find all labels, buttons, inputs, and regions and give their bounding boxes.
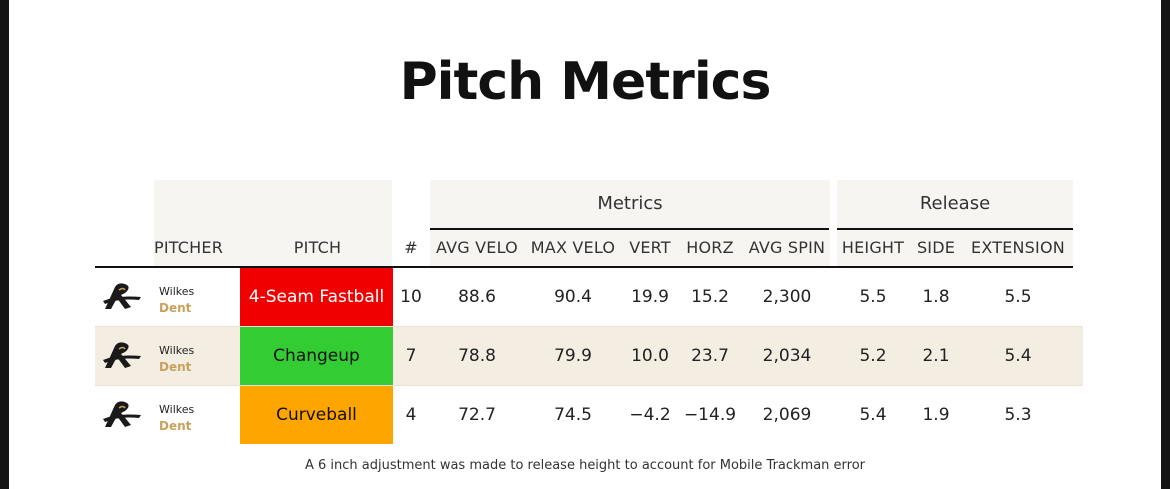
column-header-side: SIDE xyxy=(916,238,956,257)
pitch-type-label: Curveball xyxy=(276,405,357,425)
column-header-pitcher: PITCHER xyxy=(154,238,224,257)
row-divider xyxy=(95,326,1083,327)
extension-value: 5.4 xyxy=(1004,346,1032,366)
column-header-height: HEIGHT xyxy=(841,238,905,257)
max-velo-value: 79.9 xyxy=(554,346,592,366)
height-value: 5.4 xyxy=(859,405,887,425)
column-header-vert: VERT xyxy=(629,238,671,257)
table-row: Wilkes Dent Curveball 4 72.7 74.5 −4.2 −… xyxy=(95,386,1083,444)
vert-value: 19.9 xyxy=(631,287,669,307)
pitcher-last-name: Wilkes xyxy=(159,285,195,298)
extension-value: 5.5 xyxy=(1004,287,1032,307)
side-value: 2.1 xyxy=(922,346,950,366)
avg-spin-value: 2,034 xyxy=(762,346,812,366)
left-frame-edge xyxy=(0,0,9,489)
pitcher-first-name: Dent xyxy=(159,360,192,374)
release-group-rule xyxy=(837,228,1073,230)
max-velo-value: 90.4 xyxy=(554,287,592,307)
height-value: 5.2 xyxy=(859,346,887,366)
pitch-metrics-card: Pitch Metrics Metrics Release PITCHER PI… xyxy=(9,0,1161,489)
pitcher-last-name: Wilkes xyxy=(159,344,195,357)
column-header-avg-spin: AVG SPIN xyxy=(748,238,826,257)
pitcher-name: Wilkes Dent xyxy=(159,284,194,316)
pitch-type-curveball: Curveball xyxy=(240,386,393,444)
metrics-group-rule xyxy=(430,228,829,230)
pitch-type-changeup: Changeup xyxy=(240,327,393,385)
horz-value: 23.7 xyxy=(691,346,729,366)
column-header-pitch: PITCH xyxy=(293,238,342,257)
table-row: Wilkes Dent 4-Seam Fastball 10 88.6 90.4… xyxy=(95,268,1083,326)
max-velo-value: 74.5 xyxy=(554,405,592,425)
group-label-metrics: Metrics xyxy=(597,193,663,214)
height-value: 5.5 xyxy=(859,287,887,307)
pitch-type-label: Changeup xyxy=(273,346,360,366)
header-bottom-rule xyxy=(95,266,1073,268)
team-logo-icon xyxy=(103,283,141,309)
extension-value: 5.3 xyxy=(1004,405,1032,425)
page-title: Pitch Metrics xyxy=(399,52,772,112)
pitcher-first-name: Dent xyxy=(159,419,192,433)
count-value: 7 xyxy=(405,346,417,366)
vert-value: −4.2 xyxy=(629,405,671,425)
avg-velo-value: 78.8 xyxy=(458,346,496,366)
avg-velo-value: 72.7 xyxy=(458,405,496,425)
column-header-extension: EXTENSION xyxy=(971,238,1065,257)
column-header-count: # xyxy=(404,238,418,257)
side-value: 1.8 xyxy=(922,287,950,307)
avg-velo-value: 88.6 xyxy=(458,287,496,307)
column-header-avg-velo: AVG VELO xyxy=(436,238,518,257)
column-header-horz: HORZ xyxy=(686,238,734,257)
header-shade-metrics xyxy=(430,180,830,266)
pitcher-first-name: Dent xyxy=(159,301,192,315)
vert-value: 10.0 xyxy=(631,346,669,366)
team-logo-icon xyxy=(103,342,141,368)
horz-value: −14.9 xyxy=(683,405,737,425)
right-frame-edge xyxy=(1161,0,1170,489)
pitcher-name: Wilkes Dent xyxy=(159,402,194,434)
pitch-type-fastball: 4-Seam Fastball xyxy=(240,268,393,326)
column-header-max-velo: MAX VELO xyxy=(530,238,616,257)
pitcher-name: Wilkes Dent xyxy=(159,343,194,375)
header-shade-left xyxy=(154,180,392,266)
group-label-release: Release xyxy=(919,193,991,214)
header-shade-release xyxy=(837,180,1073,266)
horz-value: 15.2 xyxy=(691,287,729,307)
footnote: A 6 inch adjustment was made to release … xyxy=(304,458,866,473)
avg-spin-value: 2,069 xyxy=(762,405,812,425)
team-logo-icon xyxy=(103,401,141,427)
count-value: 10 xyxy=(400,287,422,307)
table-row: Wilkes Dent Changeup 7 78.8 79.9 10.0 23… xyxy=(95,327,1083,385)
pitch-type-label: 4-Seam Fastball xyxy=(248,287,385,307)
pitcher-last-name: Wilkes xyxy=(159,403,195,416)
avg-spin-value: 2,300 xyxy=(762,287,812,307)
side-value: 1.9 xyxy=(922,405,950,425)
count-value: 4 xyxy=(405,405,417,425)
row-divider xyxy=(95,385,1083,386)
